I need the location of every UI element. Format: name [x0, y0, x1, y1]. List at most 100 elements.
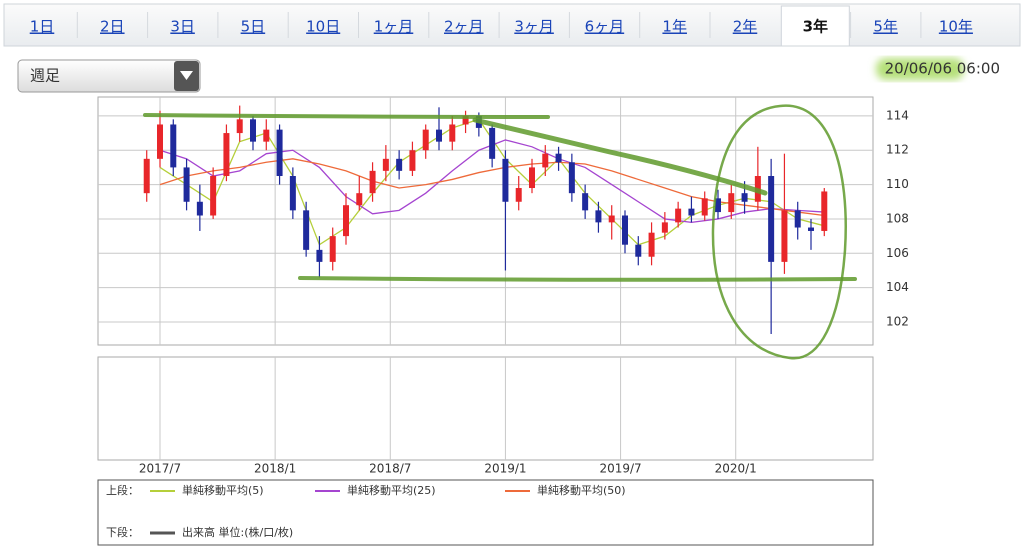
annotation-circle — [711, 104, 847, 360]
x-tick-label: 2018/7 — [369, 462, 411, 476]
tab[interactable]: 2日 — [100, 18, 125, 36]
x-tick-label: 2019/1 — [484, 462, 526, 476]
candle-body — [157, 124, 163, 159]
candle-body — [635, 244, 642, 257]
candle-body — [276, 129, 283, 177]
candle-body — [608, 215, 615, 223]
candle-body — [555, 153, 562, 163]
candle-body — [356, 193, 363, 206]
annotation-line — [472, 117, 768, 196]
candle-body — [263, 129, 270, 142]
candle-body — [369, 170, 376, 194]
candle-body — [489, 127, 496, 159]
candle-body — [648, 232, 655, 257]
active-tab — [780, 5, 850, 47]
dropdown[interactable] — [17, 59, 201, 93]
tab[interactable]: 1日 — [30, 18, 55, 36]
legend-items: 上段： 単純移動平均(5) 単純移動平均(25) 単純移動平均(50) 下段： 出来高 単… — [106, 483, 626, 539]
candle-body — [183, 167, 190, 202]
annotation-line — [298, 276, 857, 282]
candle-body — [768, 176, 775, 262]
candle-body — [303, 210, 310, 250]
y-tick-label: 110 — [886, 177, 909, 191]
tab[interactable]: 1ヶ月 — [374, 18, 414, 36]
candle-body — [661, 222, 668, 233]
legend-label: 下段： — [106, 525, 139, 539]
volume-panel — [97, 356, 874, 461]
candle-body — [568, 162, 575, 194]
x-tick-label: 2017/7 — [139, 462, 181, 476]
candle-body — [781, 210, 788, 262]
tab[interactable]: 6ヶ月 — [585, 18, 625, 36]
x-tick-label: 2019/7 — [599, 462, 641, 476]
tab[interactable]: 5日 — [241, 18, 266, 36]
candle-body — [582, 193, 589, 211]
plot: 102 104 106 108 110 112 114 2017/7 2018/1 2018/7 2… — [98, 97, 909, 476]
tab-group: 1日 2日 3日 5日 10日 1ヶ月 2ヶ月 3ヶ月 6ヶ月 1年 2年 3年 5年 10年 — [30, 5, 973, 47]
candle-body — [622, 215, 628, 245]
y-tick-label: 102 — [886, 314, 909, 328]
candle-body — [409, 150, 416, 171]
tab[interactable]: 3ヶ月 — [514, 18, 554, 36]
x-tick-label: 2020/1 — [715, 462, 757, 476]
candle-body — [250, 119, 256, 142]
tab[interactable]: 2年 — [733, 18, 758, 36]
candle-body — [236, 119, 243, 134]
y-tick-label: 108 — [886, 211, 909, 225]
candle-body — [675, 208, 682, 223]
candle-body — [462, 115, 469, 125]
candle-body — [316, 249, 323, 262]
annotations — [143, 104, 857, 360]
y-tick-label: 112 — [886, 143, 909, 157]
price-panel — [97, 96, 874, 346]
candle-body — [502, 158, 509, 202]
tab[interactable]: 3年 — [803, 18, 828, 36]
tab[interactable]: 10年 — [939, 18, 973, 36]
candle-body — [688, 208, 695, 216]
candle-body — [143, 158, 150, 194]
candle-body — [196, 201, 203, 216]
candle-body — [529, 167, 535, 189]
candle-body — [701, 198, 708, 216]
candle-body — [210, 176, 217, 216]
candle-body — [728, 193, 735, 213]
candle-body — [715, 198, 721, 213]
candle-body — [343, 205, 349, 237]
tab[interactable]: 5年 — [873, 18, 898, 36]
legend-entry: 単純移動平均(25) — [347, 483, 436, 497]
y-tick-label: 114 — [886, 108, 909, 122]
legend-entry: 出来高 単位:(株/口/枚) — [182, 525, 293, 539]
legend-label: 上段： — [106, 483, 139, 497]
candle-body — [223, 133, 230, 177]
candle-body — [396, 158, 403, 171]
candle-body — [329, 236, 336, 262]
candle-body — [808, 227, 814, 231]
tab[interactable]: 3日 — [170, 18, 195, 36]
tab[interactable]: 2ヶ月 — [444, 18, 484, 36]
dropdown-arrow — [180, 71, 193, 80]
dropdown-value[interactable]: 週足 — [30, 67, 60, 85]
tab-bar — [3, 3, 1021, 47]
legend — [97, 479, 874, 546]
candle-body — [422, 129, 429, 151]
timestamp: 20/06/06 06:00 — [885, 60, 1000, 78]
highlight — [876, 58, 964, 80]
candle-body — [436, 129, 442, 142]
legend-entry: 単純移動平均(50) — [537, 483, 626, 497]
y-tick-label: 104 — [886, 280, 909, 294]
candle-body — [821, 191, 828, 231]
tab[interactable]: 10日 — [306, 18, 340, 36]
y-tick-label: 106 — [886, 246, 909, 260]
candle-body — [449, 124, 456, 142]
candle-body — [741, 193, 748, 202]
annotation-line — [143, 113, 550, 119]
candle-body — [382, 158, 389, 171]
legend-entry: 単純移動平均(5) — [182, 483, 264, 497]
candle-body — [515, 188, 522, 202]
candle-body — [170, 124, 177, 168]
tab[interactable]: 1年 — [662, 18, 687, 36]
candle-body — [794, 210, 801, 228]
candle-body — [595, 210, 602, 223]
x-tick-label: 2018/1 — [254, 462, 296, 476]
